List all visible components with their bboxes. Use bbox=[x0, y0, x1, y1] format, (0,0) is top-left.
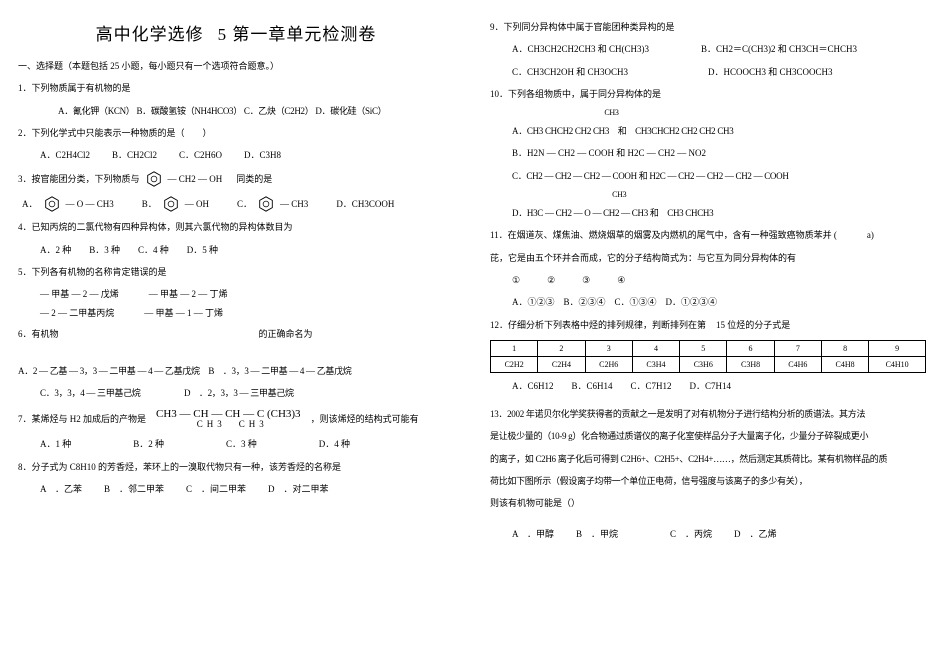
benzene-icon bbox=[161, 195, 181, 213]
table-row: C2H2C2H4C2H6 C3H4C3H6C3H8 C4H6C4H8C4H10 bbox=[491, 356, 926, 372]
q12-options: A．C6H12 B．C6H14 C．C7H12 D．C7H14 bbox=[490, 379, 926, 394]
q11-2: 芘，它是由五个环并合而成，它的分子结构简式为：与它互为同分异构体的有 bbox=[490, 251, 926, 266]
q10d-sup: CH3 bbox=[490, 191, 926, 199]
molecule: CH3 — CH — CH — C (CH3)3 CH3 CH3 bbox=[156, 408, 301, 430]
q9-row1: A．CH3CH2CH2CH3 和 CH(CH3)3B．CH2＝C(CH3)2 和… bbox=[490, 42, 926, 57]
benzene-icon bbox=[42, 195, 62, 213]
q12-table: 123 456 789 C2H2C2H4C2H6 C3H4C3H6C3H8 C4… bbox=[490, 340, 926, 373]
section-heading: 一、选择题（本题包括 25 小题，每小题只有一个选项符合题意。） bbox=[18, 59, 454, 74]
q1: 1．下列物质属于有机物的是 bbox=[18, 81, 454, 96]
q5: 5．下列各有机物的名称肯定错误的是 bbox=[18, 265, 454, 280]
q10d: D．H3C — CH2 — O — CH2 — CH3 和 CH3 CHCH3 bbox=[490, 206, 926, 221]
page-title: 高中化学选修5 第一章单元检测卷 bbox=[18, 20, 454, 45]
q8-options: A ．乙苯B ．邻二甲苯C ．间二甲苯D ．对二甲苯 bbox=[18, 482, 454, 497]
q10a-sup: CH3 bbox=[490, 109, 926, 117]
q7-options: A．1 种B．2 种C．3 种D．4 种 bbox=[18, 437, 454, 452]
q4: 4．已知丙烷的二氯代物有四种异构体，则其六氯代物的异构体数目为 bbox=[18, 220, 454, 235]
q13-1: 13．2002 年诺贝尔化学奖获得者的贡献之一是发明了对有机物分子进行结构分析的… bbox=[490, 407, 926, 422]
q13-2: 是让极少量的（10-9 g）化合物通过质谱仪的离子化室使样品分子大量离子化，少量… bbox=[490, 429, 926, 444]
q10b: B．H2N — CH2 — COOH 和 H2C — CH2 — NO2 bbox=[490, 146, 926, 161]
q3-options: A．— O — CH3 B．— OH C．— CH3 D．CH3COOH bbox=[18, 195, 454, 213]
q11-circles: ① ② ③ ④ bbox=[490, 273, 926, 288]
benzene-icon bbox=[144, 170, 164, 188]
q7: 7．某烯烃与 H2 加成后的产物是 CH3 — CH — CH — C (CH3… bbox=[18, 408, 454, 430]
q2-options: A．C2H4Cl2B．CH2Cl2C．C2H6OD．C3H8 bbox=[18, 148, 454, 163]
q12: 12．仔细分析下列表格中烃的排列规律，判断排列在第15 位烃的分子式是 bbox=[490, 318, 926, 333]
benzene-icon bbox=[256, 195, 276, 213]
q13-5: 则该有机物可能是（） bbox=[490, 496, 926, 511]
q13-4: 荷比如下图所示（假设离子均带一个单位正电荷，信号强度与该离子的多少有关）， bbox=[490, 474, 926, 489]
q8: 8．分子式为 C8H10 的芳香烃，苯环上的一溴取代物只有一种，该芳香烃的名称是 bbox=[18, 460, 454, 475]
q9: 9．下列同分异构体中属于官能团种类异构的是 bbox=[490, 20, 926, 35]
q6-options-1: A．2 — 乙基 — 3，3 — 二甲基 — 4 — 乙基戊烷 B ．3，3 —… bbox=[18, 364, 454, 379]
q5-row2: — 2 — 二甲基丙烷— 甲基 — 1 — 丁烯 bbox=[18, 306, 454, 319]
table-row: 123 456 789 bbox=[491, 340, 926, 356]
q13-3: 的离子，如 C2H6 离子化后可得到 C2H6+、C2H5+、C2H4+……，然… bbox=[490, 452, 926, 467]
q5-row1: — 甲基 — 2 — 戊烯— 甲基 — 2 — 丁烯 bbox=[18, 287, 454, 300]
q10a: A．CH3 CHCH2 CH2 CH3 和 CH3CHCH2 CH2 CH2 C… bbox=[490, 124, 926, 139]
q6: 6．有机物的正确命名为 bbox=[18, 327, 454, 342]
q13-options: A ．甲醇B ．甲烷C ．丙烷D ．乙烯 bbox=[490, 527, 926, 542]
q4-options: A．2 种 B．3 种 C．4 种 D．5 种 bbox=[18, 243, 454, 258]
q10: 10．下列各组物质中，属于同分异构体的是 bbox=[490, 87, 926, 102]
q11: 11．在烟道灰、煤焦油、燃烧烟草的烟雾及内燃机的尾气中，含有一种强致癌物质苯并 … bbox=[490, 228, 926, 243]
q11-options: A．①②③ B．②③④ C．①③④ D．①②③④ bbox=[490, 295, 926, 310]
q10c: C．CH2 — CH2 — CH2 — COOH 和 H2C — CH2 — C… bbox=[490, 169, 926, 184]
q1-options: A．氰化钾（KCN） B．碳酸氢铵（NH4HCO3） C．乙炔（C2H2） D．… bbox=[18, 104, 454, 119]
q9-row2: C．CH3CH2OH 和 CH3OCH3D．HCOOCH3 和 CH3COOCH… bbox=[490, 65, 926, 80]
q3: 3．按官能团分类，下列物质与 — CH2 — OH 同类的是 bbox=[18, 170, 454, 188]
q6-options-2: C．3，3，4 — 三甲基己烷 D ．2，3，3 — 三甲基己烷 bbox=[18, 386, 454, 401]
q2: 2．下列化学式中只能表示一种物质的是（ ） bbox=[18, 126, 454, 141]
